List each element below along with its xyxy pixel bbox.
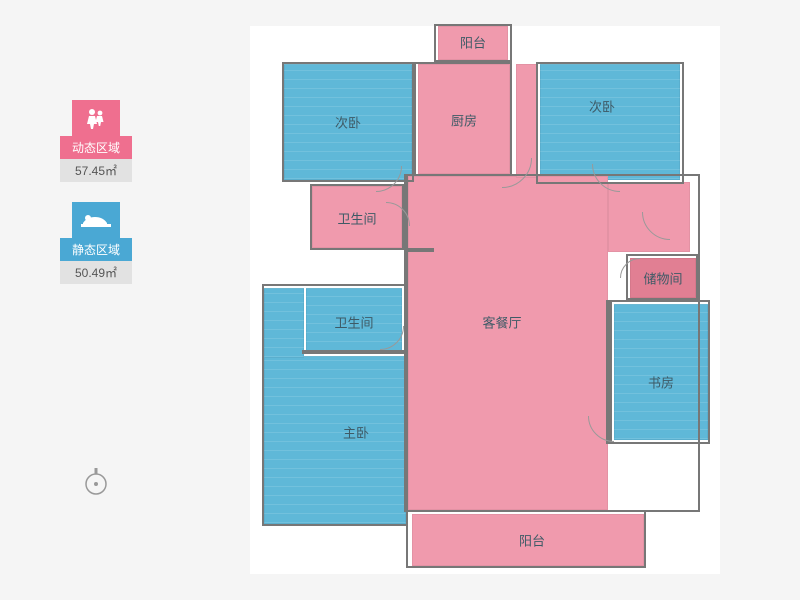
legend-panel: 动态区域 57.45㎡ 静态区域 50.49㎡ xyxy=(60,100,132,304)
room-label-balcony-top: 阳台 xyxy=(460,33,486,52)
room-hall-right xyxy=(608,182,690,252)
people-icon xyxy=(72,100,120,136)
room-label-master: 主卧 xyxy=(343,423,369,442)
legend-static-value: 50.49㎡ xyxy=(60,261,132,284)
room-label-bedroom2-right: 次卧 xyxy=(589,97,615,116)
legend-dynamic: 动态区域 57.45㎡ xyxy=(60,100,132,182)
room-hall-upper xyxy=(516,64,538,178)
room-label-bath-pink: 卫生间 xyxy=(337,209,376,228)
wall-2 xyxy=(606,300,610,444)
room-label-living: 客餐厅 xyxy=(482,313,521,332)
legend-static-title: 静态区域 xyxy=(60,238,132,261)
room-label-storage: 储物间 xyxy=(643,269,682,288)
room-bedroom2-right xyxy=(540,64,680,180)
legend-dynamic-value: 57.45㎡ xyxy=(60,159,132,182)
room-master xyxy=(264,356,406,524)
legend-static: 静态区域 50.49㎡ xyxy=(60,202,132,284)
wall-0 xyxy=(404,174,408,286)
room-label-balcony-bottom: 阳台 xyxy=(519,531,545,550)
room-label-study: 书房 xyxy=(648,373,674,392)
compass-icon xyxy=(82,468,110,496)
wall-3 xyxy=(404,248,434,252)
room-living xyxy=(408,176,608,510)
wall-4 xyxy=(302,350,406,354)
room-master-ext xyxy=(264,288,304,358)
room-label-bedroom2-left: 次卧 xyxy=(335,113,361,132)
bed-icon xyxy=(72,202,120,238)
floorplan: 阳台次卧厨房次卧卫生间客餐厅储物间卫生间书房主卧阳台 xyxy=(250,26,720,574)
wall-1 xyxy=(404,352,408,512)
legend-dynamic-title: 动态区域 xyxy=(60,136,132,159)
room-label-bath-blue: 卫生间 xyxy=(334,313,373,332)
room-label-kitchen: 厨房 xyxy=(451,111,477,130)
